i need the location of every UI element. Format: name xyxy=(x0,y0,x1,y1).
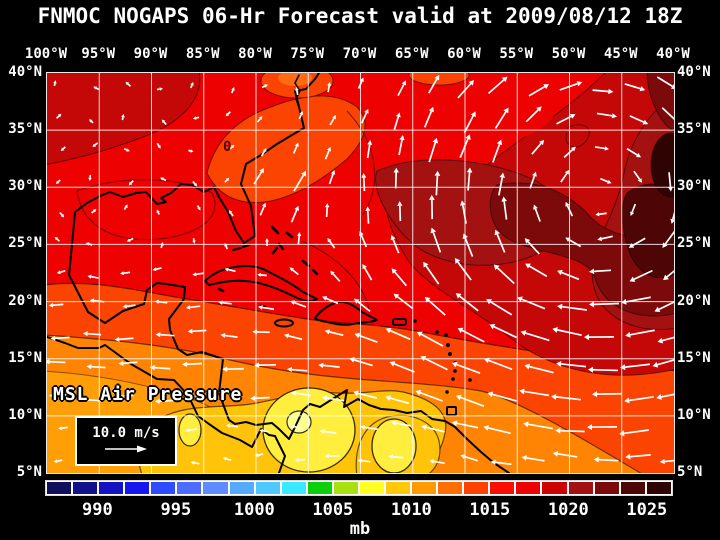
lat-tick-label-left: 25°N xyxy=(8,235,42,252)
colorbar-tick-label: 1025 xyxy=(626,500,668,520)
lon-tick-label: 90°W xyxy=(133,46,168,62)
coast-bahamas xyxy=(217,225,319,309)
colorbar-segment xyxy=(47,482,72,494)
pressure-high-1026-core xyxy=(650,132,674,198)
coast-cuba xyxy=(204,265,318,303)
colorbar-segment xyxy=(386,482,411,494)
lat-tick-label-right: 15°N xyxy=(677,349,711,366)
lat-tick-label-left: 5°N xyxy=(16,464,42,480)
field-label: MSL Air Pressure xyxy=(53,384,243,405)
colorbar-segment xyxy=(490,482,515,494)
colorbar-tick-label: 1010 xyxy=(390,500,432,520)
colorbar-segment xyxy=(73,482,98,494)
colorbar-segment xyxy=(568,482,593,494)
lon-tick-label: 40°W xyxy=(656,46,690,62)
lon-tick-label: 80°W xyxy=(238,46,272,62)
lon-tick-label: 60°W xyxy=(447,46,481,62)
colorbar-segment xyxy=(359,482,385,494)
colorbar-tick-label: 1020 xyxy=(547,500,589,520)
wind-speed-legend: 10.0 m/s xyxy=(75,416,177,466)
colorbar-segment xyxy=(307,482,332,494)
lat-tick-label-right: 35°N xyxy=(677,121,711,138)
contour-lines xyxy=(76,110,590,310)
colorbar-segment xyxy=(620,482,645,494)
wind-arrows xyxy=(47,74,674,466)
colorbar-segment xyxy=(464,482,489,494)
wind-reference-arrow-icon xyxy=(105,445,147,453)
colorbar-tick-label: 1005 xyxy=(312,500,354,520)
lat-tick-label-left: 35°N xyxy=(8,121,42,138)
lat-tick-label-right: 10°N xyxy=(677,406,711,423)
lat-tick-label-right: 30°N xyxy=(677,178,711,195)
lat-tick-label-left: 15°N xyxy=(8,349,42,366)
lon-tick-label: 85°W xyxy=(185,46,220,62)
lat-tick-label-right: 40°N xyxy=(677,64,711,80)
colorbar-segment xyxy=(229,482,254,494)
lon-tick-label: 55°W xyxy=(499,46,534,62)
lat-tick-label-right: 20°N xyxy=(677,292,711,309)
lat-tick-label-right: 25°N xyxy=(677,235,711,252)
colorbar-segment xyxy=(151,482,176,494)
colorbar-segment xyxy=(99,482,124,494)
colorbar-segment xyxy=(594,482,619,494)
graticule-grid xyxy=(47,73,674,473)
pressure-colorbar xyxy=(45,480,673,496)
pressure-trough-chesapeake-core xyxy=(278,73,312,86)
pressure-low-venezuela xyxy=(371,418,417,473)
colorbar-segment xyxy=(281,482,306,494)
colorbar-unit: mb xyxy=(349,519,371,539)
lon-tick-label: 95°W xyxy=(81,46,116,62)
coast-chesapeake xyxy=(294,74,301,108)
colorbar-segment xyxy=(333,482,358,494)
lon-tick-label: 65°W xyxy=(394,46,429,62)
wind-speed-value: 10.0 m/s xyxy=(92,425,160,441)
colorbar-tick-label: 1015 xyxy=(469,500,511,520)
lon-tick-label: 45°W xyxy=(603,46,638,62)
colorbar-segment xyxy=(516,482,541,494)
colorbar-segment xyxy=(412,482,437,494)
coast-trinidad xyxy=(446,406,457,416)
colorbar-tick-label: 990 xyxy=(81,500,113,520)
colorbar-segment xyxy=(177,482,202,494)
lat-tick-label-left: 20°N xyxy=(8,292,42,309)
lon-tick-label: 50°W xyxy=(551,46,586,62)
pressure-high-1022-corner xyxy=(646,73,674,132)
pressure-map: 0 xyxy=(47,73,674,473)
coast-puerto-rico xyxy=(392,318,407,326)
pressure-high-1022 xyxy=(489,182,674,317)
colorbar-segment xyxy=(255,482,280,494)
coast-jamaica xyxy=(274,318,294,328)
colorbar-segment xyxy=(203,482,228,494)
lat-tick-label-left: 40°N xyxy=(8,64,42,80)
pressure-low-panama-core xyxy=(286,410,312,434)
pressure-trough-seus xyxy=(206,95,366,203)
colorbar-tick-label: 1000 xyxy=(233,500,275,520)
colorbar-tick-label: 995 xyxy=(160,500,192,520)
lon-tick-label: 100°W xyxy=(24,46,68,62)
lat-tick-label-left: 30°N xyxy=(8,178,42,195)
contour-label-0: 0 xyxy=(223,139,231,155)
coast-florida-keys xyxy=(232,244,250,251)
page-title: FNMOC NOGAPS 06-Hr Forecast valid at 200… xyxy=(37,4,683,28)
lon-tick-label: 70°W xyxy=(342,46,377,62)
lat-tick-label-right: 5°N xyxy=(677,464,703,480)
colorbar-segment xyxy=(542,482,567,494)
colorbar-segment xyxy=(646,482,671,494)
lat-tick-label-left: 10°N xyxy=(8,406,42,423)
colorbar-segment xyxy=(125,482,150,494)
colorbar-segment xyxy=(438,482,463,494)
lon-tick-label: 75°W xyxy=(290,46,325,62)
map-frame: 0 MSL Air Pressure 10.0 m/s xyxy=(46,72,675,474)
